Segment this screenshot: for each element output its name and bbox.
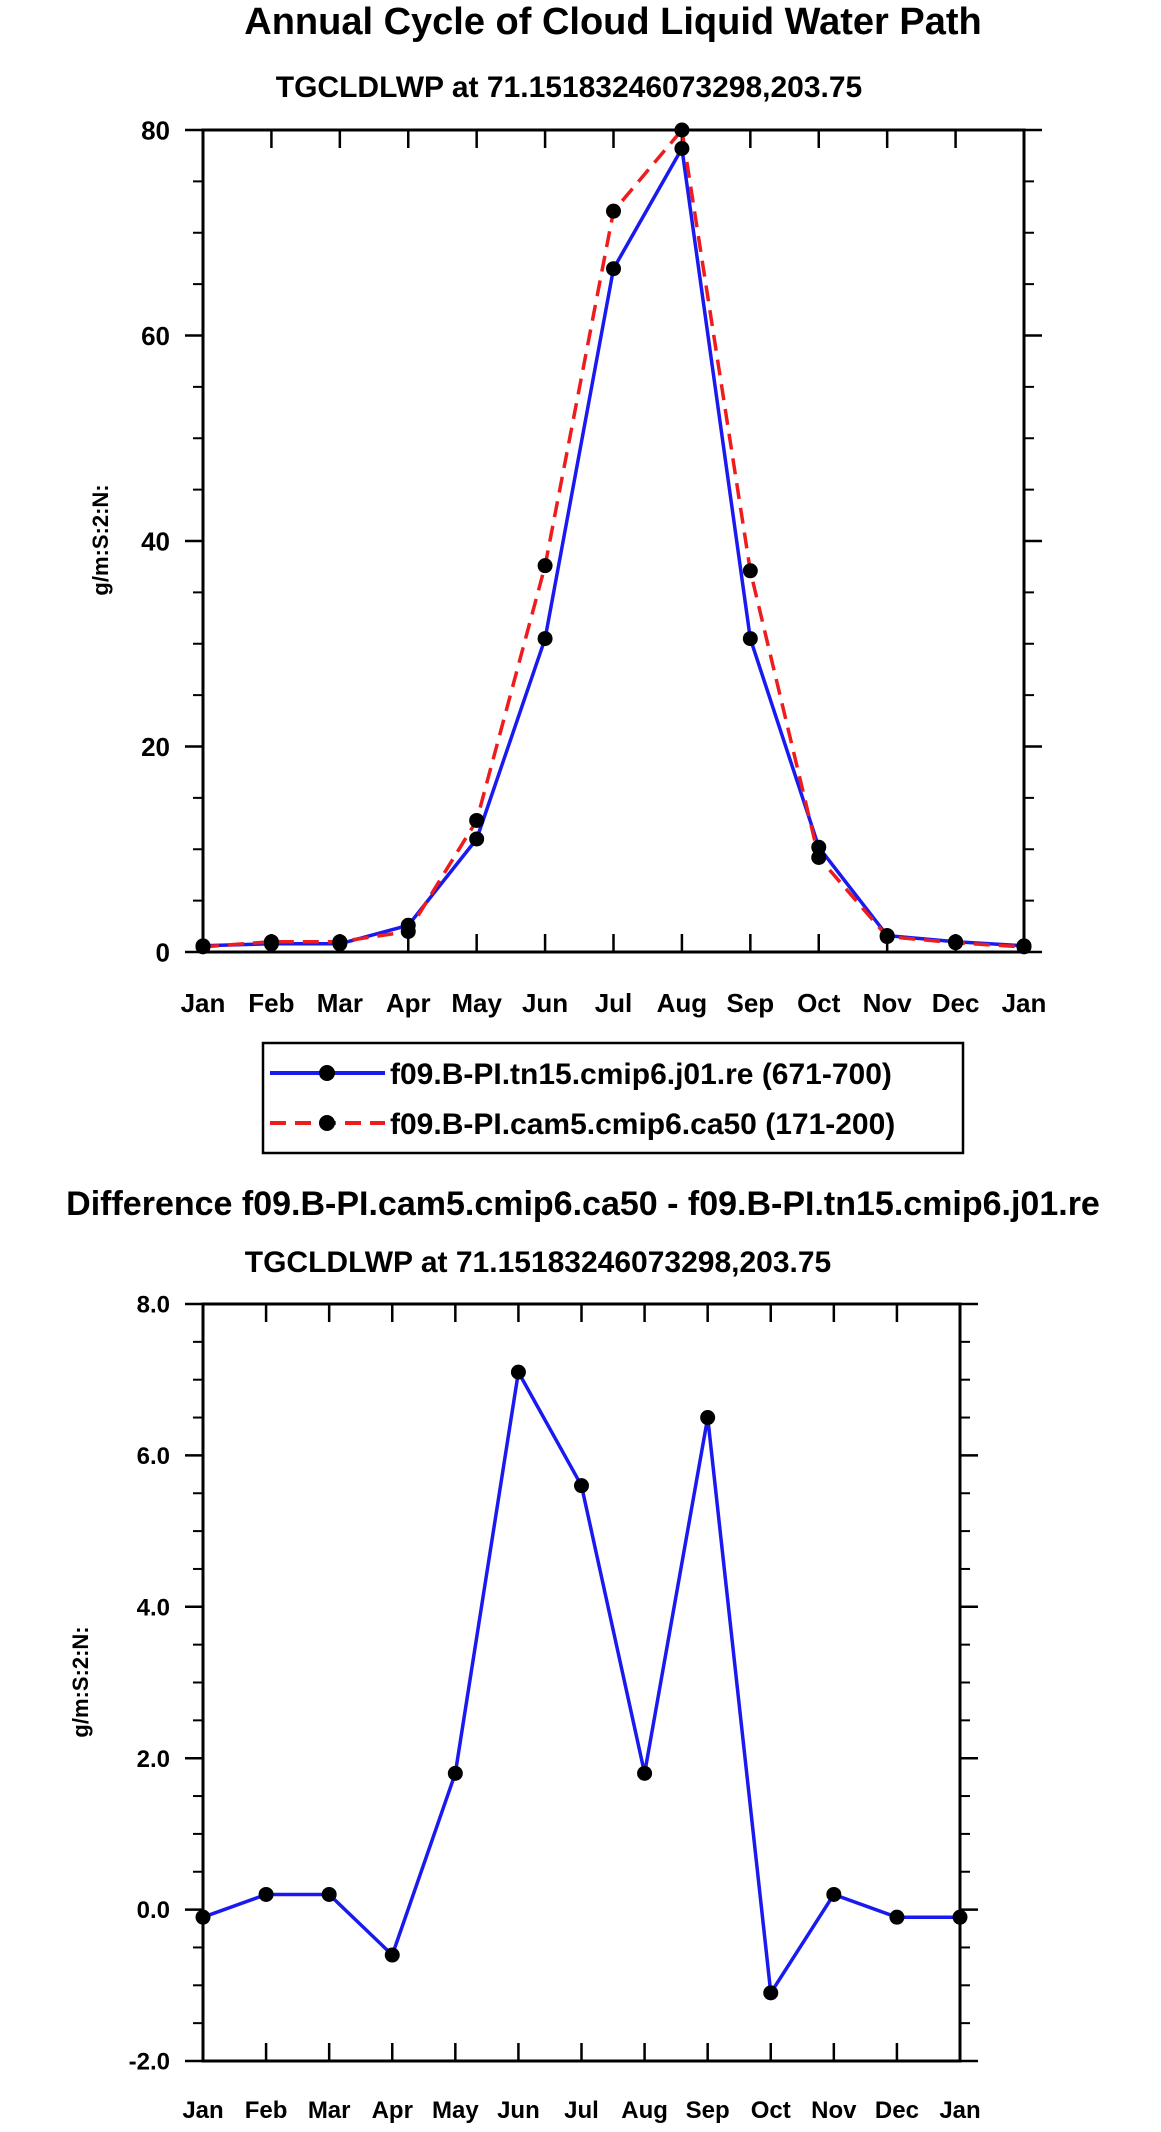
top-chart-ylabel: g/m:S:2:N: bbox=[88, 484, 113, 595]
data-point bbox=[879, 929, 895, 945]
series-line-2 bbox=[202, 128, 1025, 949]
y-tick-label: 4.0 bbox=[137, 1594, 170, 1621]
y-tick-label: 8.0 bbox=[137, 1292, 170, 1319]
top-chart-title: Annual Cycle of Cloud Liquid Water Path bbox=[244, 1, 982, 43]
bottom-chart-ylabel: g/m:S:2:N: bbox=[68, 1626, 93, 1737]
legend-box bbox=[261, 1041, 965, 1155]
y-tick-label: 80 bbox=[141, 115, 170, 145]
x-tick-label: Jun bbox=[522, 988, 568, 1018]
data-point bbox=[637, 1765, 653, 1781]
x-tick-label: Feb bbox=[248, 988, 294, 1018]
data-point bbox=[952, 1909, 968, 1925]
data-point bbox=[1016, 939, 1032, 955]
data-point bbox=[826, 1886, 842, 1902]
top-chart-x-tick-labels: Jan Feb Mar Apr May Jun Jul Aug Sep Oct Nov Dec Jan bbox=[181, 988, 1047, 1018]
x-tick-label: Jun bbox=[497, 2097, 540, 2124]
x-tick-label: Aug bbox=[621, 2097, 668, 2124]
y-tick-label: 20 bbox=[141, 732, 170, 762]
data-point bbox=[574, 1478, 589, 1494]
y-tick-label: -2.0 bbox=[129, 2049, 170, 2076]
x-tick-label: Oct bbox=[797, 988, 841, 1018]
top-chart-y-tick-labels: 0 20 40 60 80 bbox=[141, 115, 170, 967]
data-point bbox=[384, 1947, 400, 1963]
x-tick-label: Oct bbox=[751, 2097, 791, 2124]
bottom-chart-series-lines bbox=[202, 1370, 960, 1995]
legend-marker-blue bbox=[319, 1065, 335, 1081]
data-point bbox=[948, 935, 964, 951]
x-tick-label: May bbox=[432, 2097, 479, 2124]
data-point bbox=[763, 1985, 779, 2001]
data-point bbox=[400, 923, 416, 939]
x-tick-label: Jan bbox=[939, 2097, 980, 2124]
data-point bbox=[195, 1909, 211, 1925]
x-tick-label: Nov bbox=[863, 988, 913, 1018]
x-tick-label: Apr bbox=[372, 2097, 413, 2124]
x-tick-label: Sep bbox=[726, 988, 774, 1018]
data-point bbox=[606, 261, 621, 277]
data-point bbox=[195, 939, 211, 955]
data-point bbox=[332, 934, 348, 950]
y-tick-label: 0.0 bbox=[137, 1897, 170, 1924]
data-point bbox=[321, 1886, 337, 1902]
data-point bbox=[469, 831, 485, 847]
data-point bbox=[263, 934, 279, 950]
x-tick-label: May bbox=[451, 988, 502, 1018]
legend-label-red: f09.B-PI.cam5.cmip6.ca50 (171-200) bbox=[390, 1108, 895, 1141]
bottom-chart-plot-frame bbox=[201, 1302, 962, 2063]
bottom-chart-subtitle: TGCLDLWP at 71.15183246073298,203.75 bbox=[245, 1246, 832, 1279]
x-tick-label: Apr bbox=[386, 988, 431, 1018]
data-point bbox=[447, 1765, 463, 1781]
data-point bbox=[469, 812, 485, 828]
x-tick-label: Dec bbox=[875, 2097, 919, 2124]
data-point bbox=[742, 563, 758, 579]
x-tick-label: Mar bbox=[308, 2097, 351, 2124]
data-point bbox=[742, 631, 758, 647]
top-chart-legend: f09.B-PI.tn15.cmip6.j01.re (671-700) f09… bbox=[261, 1041, 965, 1155]
bottom-chart-minor-ticks bbox=[193, 1340, 970, 2025]
y-tick-label: 60 bbox=[141, 321, 170, 351]
y-tick-label: 2.0 bbox=[137, 1746, 170, 1773]
top-chart-subtitle: TGCLDLWP at 71.15183246073298,203.75 bbox=[276, 71, 863, 104]
data-point bbox=[537, 631, 553, 647]
bottom-chart-markers bbox=[195, 1364, 968, 2001]
x-tick-label: Aug bbox=[657, 988, 708, 1018]
data-point bbox=[537, 558, 553, 574]
x-tick-label: Jul bbox=[564, 2097, 599, 2124]
x-tick-label: Dec bbox=[932, 988, 980, 1018]
top-chart-markers bbox=[195, 122, 1032, 955]
y-tick-label: 6.0 bbox=[137, 1443, 170, 1470]
x-tick-label: Mar bbox=[317, 988, 363, 1018]
bottom-chart-x-tick-labels: Jan Feb Mar Apr May Jun Jul Aug Sep Oct Nov Dec Jan bbox=[182, 2097, 980, 2124]
top-chart-major-ticks bbox=[185, 128, 1042, 954]
data-point bbox=[811, 839, 827, 855]
legend-label-blue: f09.B-PI.tn15.cmip6.j01.re (671-700) bbox=[390, 1058, 892, 1091]
data-point bbox=[811, 849, 827, 865]
x-tick-label: Jul bbox=[595, 988, 633, 1018]
legend-marker-red bbox=[319, 1115, 335, 1131]
top-chart-series-lines bbox=[202, 128, 1025, 949]
x-tick-label: Jan bbox=[181, 988, 226, 1018]
series-line-1 bbox=[202, 1370, 960, 1995]
y-tick-label: 0 bbox=[156, 937, 170, 967]
bottom-chart-title: Difference f09.B-PI.cam5.cmip6.ca50 - f0… bbox=[66, 1185, 1100, 1223]
top-chart-plot-frame bbox=[201, 128, 1026, 954]
data-point bbox=[674, 122, 690, 138]
bottom-chart-major-ticks bbox=[185, 1302, 978, 2063]
data-point bbox=[258, 1886, 274, 1902]
data-point bbox=[510, 1364, 526, 1380]
data-point bbox=[889, 1909, 905, 1925]
x-tick-label: Jan bbox=[1002, 988, 1047, 1018]
data-point bbox=[674, 140, 690, 156]
x-tick-label: Sep bbox=[686, 2097, 730, 2124]
x-tick-label: Nov bbox=[811, 2097, 857, 2124]
top-chart-minor-ticks bbox=[193, 180, 1034, 902]
bottom-chart-y-tick-labels: -2.0 0.0 2.0 4.0 6.0 8.0 bbox=[129, 1292, 170, 2076]
x-tick-label: Feb bbox=[245, 2097, 288, 2124]
data-point bbox=[700, 1410, 716, 1426]
x-tick-label: Jan bbox=[182, 2097, 223, 2124]
y-tick-label: 40 bbox=[141, 526, 170, 556]
data-point bbox=[606, 203, 621, 219]
